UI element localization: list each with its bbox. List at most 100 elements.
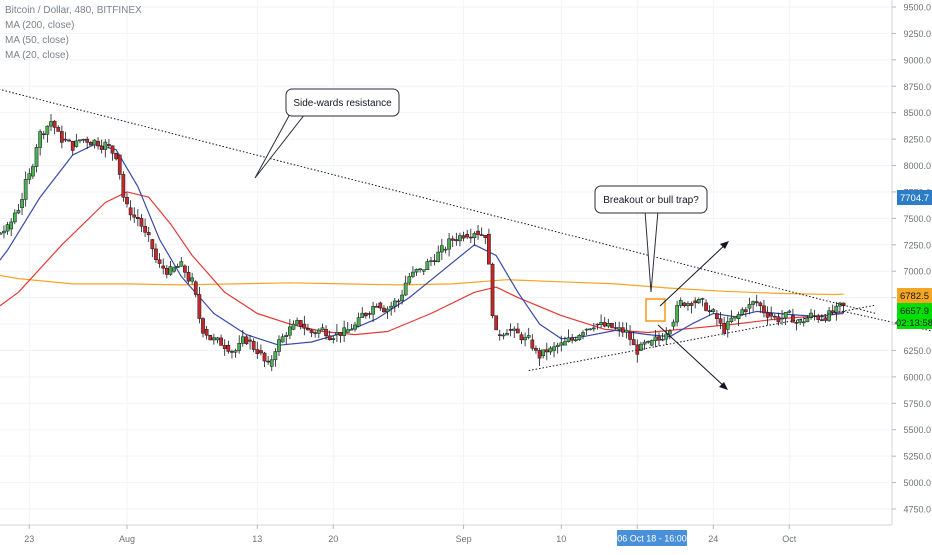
candle-up [2, 230, 6, 234]
candle-up [288, 326, 292, 336]
candle-up [407, 276, 412, 284]
candle-down [454, 239, 459, 242]
candle-up [584, 328, 589, 331]
candle-down [244, 336, 249, 345]
candle-down [121, 174, 126, 198]
legend-ma200[interactable]: MA (200, close) [5, 20, 75, 31]
legend-symbol[interactable]: Bitcoin / Dollar, 480, BITFINEX [5, 5, 142, 16]
candle-down [704, 302, 708, 311]
candle-up [787, 310, 792, 313]
candle-down [516, 328, 520, 334]
candle-down [487, 233, 491, 265]
candle-down [544, 349, 549, 353]
projection-up-arrow[interactable] [659, 242, 728, 307]
candle-down [201, 318, 205, 334]
price-tick-label: 7500.0 [903, 214, 931, 224]
time-tick-label: 23 [24, 534, 34, 544]
candle-up [389, 305, 394, 309]
candles [0, 114, 846, 372]
price-tick-label: 6250.0 [903, 346, 931, 356]
candle-down [461, 235, 466, 239]
breakout-callout-pointer [644, 210, 659, 293]
candle-up [801, 321, 806, 324]
candle-down [762, 305, 766, 314]
breakout-callout-box[interactable] [594, 185, 708, 214]
candle-up [353, 324, 357, 330]
candle-down [758, 302, 763, 307]
time-axis[interactable]: 1623Aug1320Sep101724Oct1522Nov [0, 524, 932, 544]
candle-up [624, 329, 629, 333]
crosshair-date: 06 Oct 18 - 16:00 [617, 530, 687, 546]
candle-down [530, 339, 535, 349]
candle-up [798, 319, 802, 323]
candle-up [541, 349, 546, 357]
candle-up [740, 309, 745, 315]
candle-down [468, 236, 473, 239]
candle-up [660, 338, 665, 341]
candle-down [620, 327, 625, 333]
candle-up [559, 342, 564, 346]
candle-up [385, 308, 390, 313]
candle-up [421, 269, 426, 272]
legend-ma20[interactable]: MA (20, close) [5, 50, 69, 61]
candle-down [88, 142, 93, 146]
candle-up [320, 327, 325, 331]
candle-up [237, 343, 242, 351]
candle-down [823, 317, 828, 321]
candle-down [226, 344, 231, 352]
badge-ma-high-text: 7704.7 [900, 193, 929, 204]
candle-up [316, 329, 321, 334]
candle-up [31, 166, 35, 177]
candle-down [96, 140, 100, 147]
ma200-path [0, 274, 844, 296]
candle-down [139, 218, 144, 227]
candle-up [0, 232, 3, 235]
candle-down [248, 339, 252, 342]
candle-up [392, 300, 397, 307]
candle-down [110, 145, 115, 154]
candle-up [400, 294, 404, 302]
candle-up [295, 320, 299, 325]
candle-down [776, 316, 781, 323]
trendlines [0, 88, 932, 372]
candle-down [150, 239, 155, 250]
legend-ma50[interactable]: MA (50, close) [5, 35, 69, 46]
candle-up [563, 341, 567, 346]
time-tick-label: Sep [456, 534, 472, 544]
candle-down [41, 133, 46, 136]
projection-down-arrow[interactable] [657, 324, 727, 389]
candle-up [526, 335, 531, 338]
candle-down [635, 344, 640, 355]
candle-down [132, 214, 137, 218]
candle-up [277, 339, 281, 352]
candle-up [649, 340, 654, 346]
price-tick-label: 9000.0 [903, 55, 931, 65]
candle-up [360, 312, 365, 318]
candle-down [128, 207, 133, 216]
candle-up [458, 235, 462, 242]
price-axis[interactable]: 4750.0 5000.0 5250.0 5500.0 5750.0 6000.0 6250… [891, 0, 931, 525]
price-tick-label: 7000.0 [903, 267, 931, 277]
candle-down [338, 332, 343, 336]
price-tick-label: 4750.0 [903, 505, 931, 515]
candle-up [45, 125, 50, 135]
candle-down [765, 312, 770, 318]
candle-down [610, 323, 614, 328]
candle-up [425, 261, 430, 270]
breakout-highlight-box[interactable] [645, 298, 666, 322]
candle-up [588, 328, 593, 331]
price-tick-label: 5750.0 [903, 399, 931, 409]
candle-down [60, 131, 64, 143]
candle-down [794, 322, 799, 324]
time-tick-label: Aug [119, 534, 135, 544]
candle-up [472, 233, 477, 239]
candle-up [9, 221, 14, 230]
candle-down [718, 318, 723, 324]
candle-up [414, 269, 419, 273]
candle-down [52, 120, 57, 128]
candle-up [92, 139, 97, 146]
resistance-callout-box[interactable] [285, 88, 400, 117]
candle-down [830, 310, 835, 313]
